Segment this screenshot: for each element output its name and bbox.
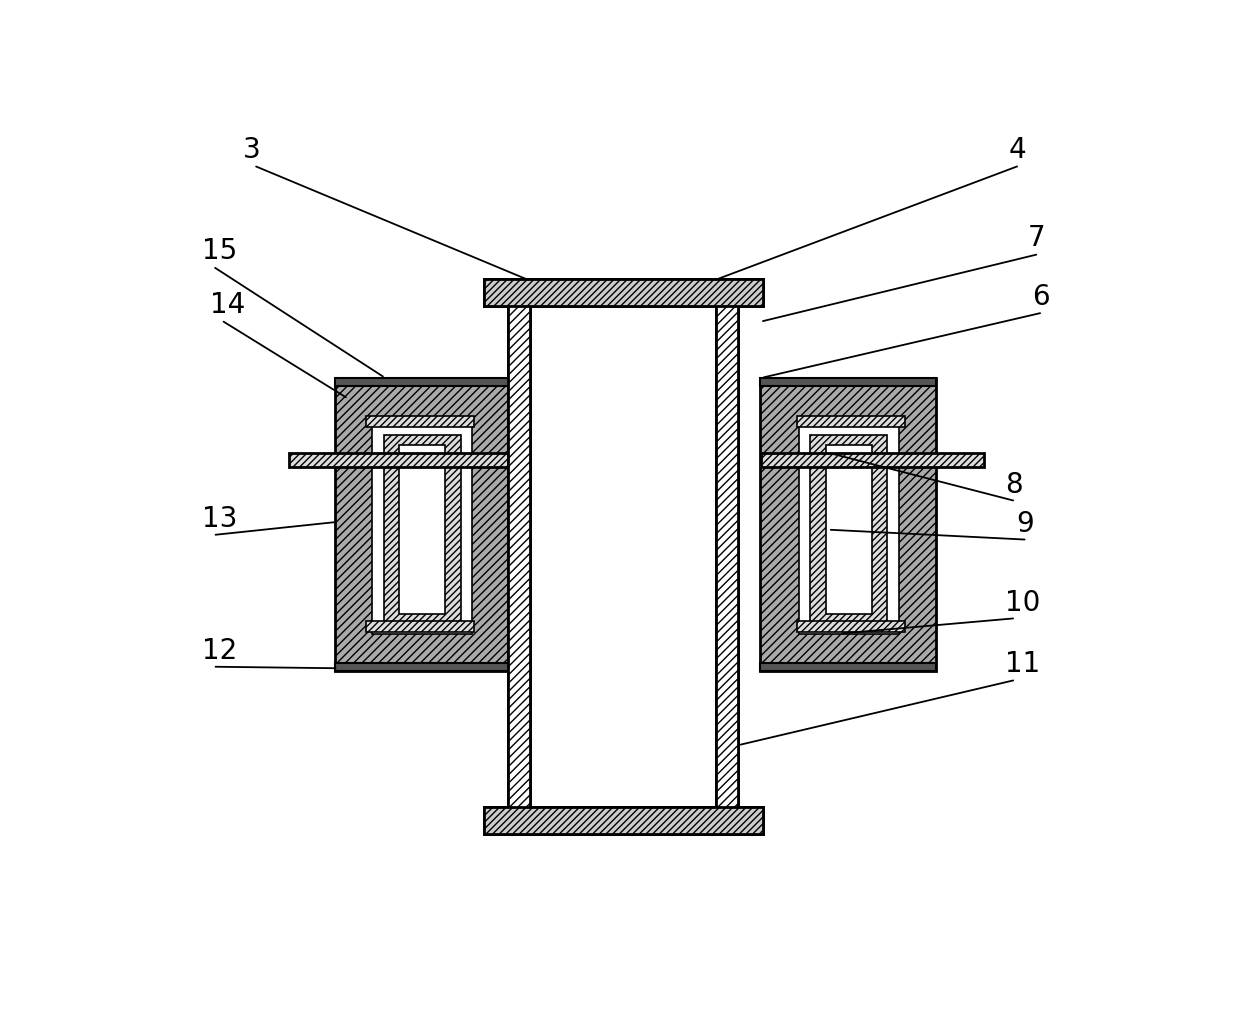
- Text: 13: 13: [202, 505, 237, 534]
- Bar: [383, 435, 461, 624]
- Bar: [717, 303, 738, 819]
- Text: 7: 7: [1028, 224, 1045, 252]
- Text: 14: 14: [211, 291, 246, 318]
- Bar: [717, 303, 738, 819]
- Bar: [335, 378, 511, 671]
- Text: 15: 15: [202, 237, 237, 264]
- Bar: [797, 621, 905, 632]
- Text: 3: 3: [243, 136, 260, 164]
- Bar: [484, 807, 763, 834]
- Text: 10: 10: [1006, 589, 1040, 617]
- Text: 6: 6: [1032, 283, 1050, 311]
- Bar: [335, 378, 511, 386]
- Bar: [289, 453, 508, 467]
- Bar: [484, 807, 763, 834]
- Bar: [366, 621, 474, 632]
- Bar: [484, 280, 763, 306]
- Text: 12: 12: [202, 637, 237, 665]
- Bar: [484, 280, 763, 306]
- Text: 8: 8: [1006, 471, 1023, 499]
- Text: 9: 9: [1017, 510, 1034, 538]
- Text: 4: 4: [1009, 136, 1027, 164]
- Bar: [826, 445, 872, 614]
- Bar: [508, 303, 529, 819]
- Text: 11: 11: [1006, 650, 1040, 678]
- Bar: [797, 416, 905, 427]
- Bar: [366, 416, 474, 427]
- Bar: [760, 378, 936, 671]
- Bar: [810, 435, 888, 624]
- Bar: [508, 303, 529, 819]
- Bar: [761, 453, 985, 467]
- Bar: [399, 445, 445, 614]
- Bar: [760, 378, 936, 386]
- Bar: [335, 663, 511, 671]
- Bar: [799, 425, 899, 633]
- Bar: [760, 663, 936, 671]
- Bar: [372, 425, 472, 633]
